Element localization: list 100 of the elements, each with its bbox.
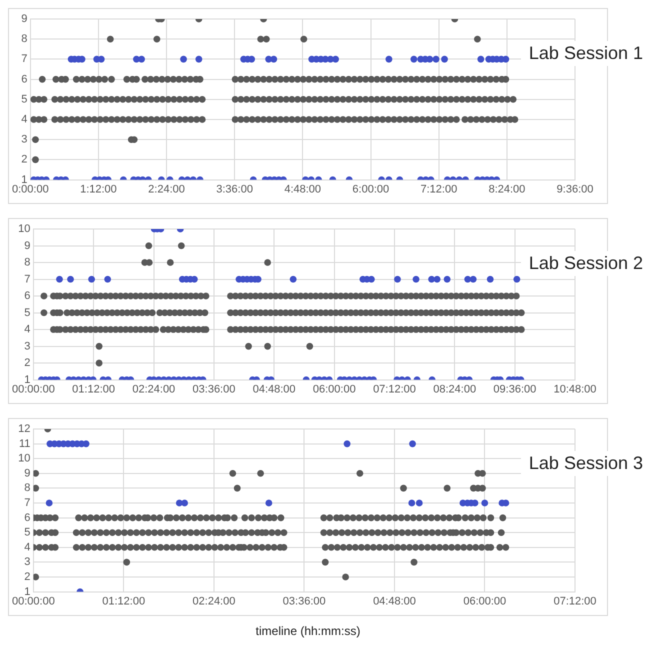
point [386,56,392,63]
point [474,36,481,42]
y-tick-label: 11 [18,438,30,450]
point [166,259,174,266]
y-tick-label: 8 [24,256,30,269]
point [416,500,423,506]
point [245,342,252,350]
point [56,276,63,283]
point [264,259,271,266]
point [104,276,112,283]
point [262,36,270,42]
point [332,56,339,63]
point [306,342,314,350]
point [356,470,364,477]
point [444,484,451,492]
x-tick-label: 4:48:00 [284,183,322,196]
point [479,470,486,477]
point [264,342,271,350]
point [257,36,264,42]
y-tick-label: 9 [24,467,30,480]
x-tick-label: 00:00:00 [12,383,55,396]
y-tick-label: 4 [21,114,28,126]
x-tick-label: 00:00:00 [12,595,55,608]
point [46,500,53,506]
y-tick-label: 4 [24,541,30,554]
y-tick-label: 10 [18,223,30,236]
x-tick-label: 7:12:00 [420,183,458,196]
point [322,558,329,566]
x-tick-label: 9:36:00 [556,183,594,196]
y-tick-label: 7 [24,273,30,286]
point [479,484,486,492]
point [470,276,477,283]
y-tick-label: 12 [18,423,30,436]
x-tick-label: 0:00:00 [12,183,49,196]
point [434,276,440,283]
text: Lab Session 2 [520,251,647,276]
y-tick-label: 3 [24,340,30,352]
point [153,36,160,42]
point [394,276,401,283]
y-tick-label: 7 [21,53,28,66]
point [96,342,102,350]
x-tick-label: 01:12:00 [102,595,146,608]
point [33,470,40,477]
point [477,56,484,63]
point [257,470,264,477]
y-tick-label: 5 [21,93,28,106]
x-tick-label: 03:36:00 [282,595,326,608]
point [96,360,102,366]
point [400,484,407,492]
point [138,56,145,63]
point [368,276,375,283]
y-tick-label: 9 [24,240,30,252]
x-tick-label: 1:12:00 [80,183,117,196]
point [342,574,349,580]
text: Lab Session 1 [520,41,647,66]
x-tick-label: 04:48:00 [252,383,296,396]
y-tick-label: 2 [21,154,28,166]
point [408,500,416,506]
point [441,56,448,63]
x-axis-title: timeline (hh:mm:ss) [254,624,362,638]
y-tick-label: 7 [24,497,30,510]
y-tick-label: 6 [24,512,30,524]
y-tick-label: 6 [24,290,30,302]
x-tick-label: 2:24:00 [148,183,185,196]
point [229,470,236,477]
y-tick-label: 2 [24,571,30,584]
y-tick-label: 3 [21,134,28,146]
point [33,484,40,492]
y-tick-label: 5 [24,306,30,319]
point [270,56,278,63]
y-tick-label: 8 [21,33,28,46]
point [409,440,416,448]
x-tick-label: 07:12:00 [554,595,596,608]
x-tick-label: 02:24:00 [192,595,236,608]
y-tick-label: 6 [21,73,28,86]
point [290,276,297,283]
x-tick-label: 09:36:00 [493,383,536,396]
point [344,440,350,448]
x-tick-label: 10:48:00 [554,383,596,396]
point [180,56,187,63]
x-tick-label: 07:12:00 [373,383,416,396]
point [234,484,241,492]
point [178,242,185,250]
x-tick-label: 06:00:00 [463,595,506,608]
y-tick-label: 3 [24,556,30,568]
x-tick-label: 04:48:00 [373,595,416,608]
x-tick-label: 01:12:00 [72,383,115,396]
point [486,276,494,283]
point [195,56,202,63]
x-tick-label: 3:36:00 [216,183,253,196]
x-tick-label: 06:00:00 [312,383,356,396]
point [481,500,488,506]
point [426,56,434,63]
y-tick-label: 1 [24,586,30,598]
x-tick-label: 03:36:00 [192,383,236,396]
point [300,36,308,42]
point [513,276,520,283]
x-tick-label: 08:24:00 [433,383,476,396]
y-tick-label: 4 [24,324,30,336]
point [67,276,74,283]
